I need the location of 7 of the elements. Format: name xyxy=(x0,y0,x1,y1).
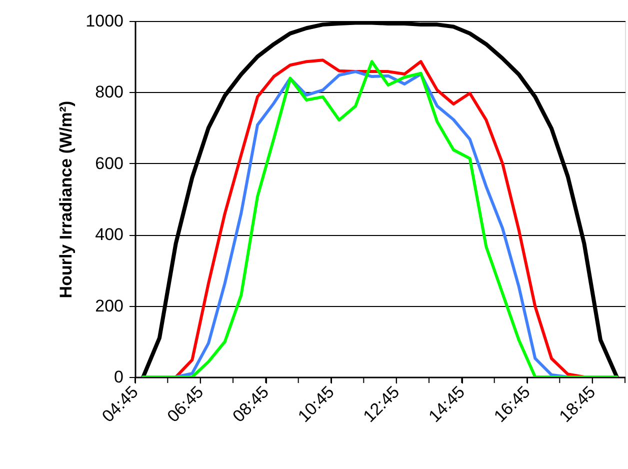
y-tick-label: 1000 xyxy=(86,12,124,30)
y-tick-label: 600 xyxy=(95,154,124,173)
y-tick-label: 400 xyxy=(95,225,124,244)
y-tick-label: 0 xyxy=(114,368,124,386)
y-axis-title: Hourly Irradiance (W/m²) xyxy=(56,100,76,298)
y-tick-label: 800 xyxy=(95,82,124,102)
y-tick-label: 200 xyxy=(95,296,124,316)
